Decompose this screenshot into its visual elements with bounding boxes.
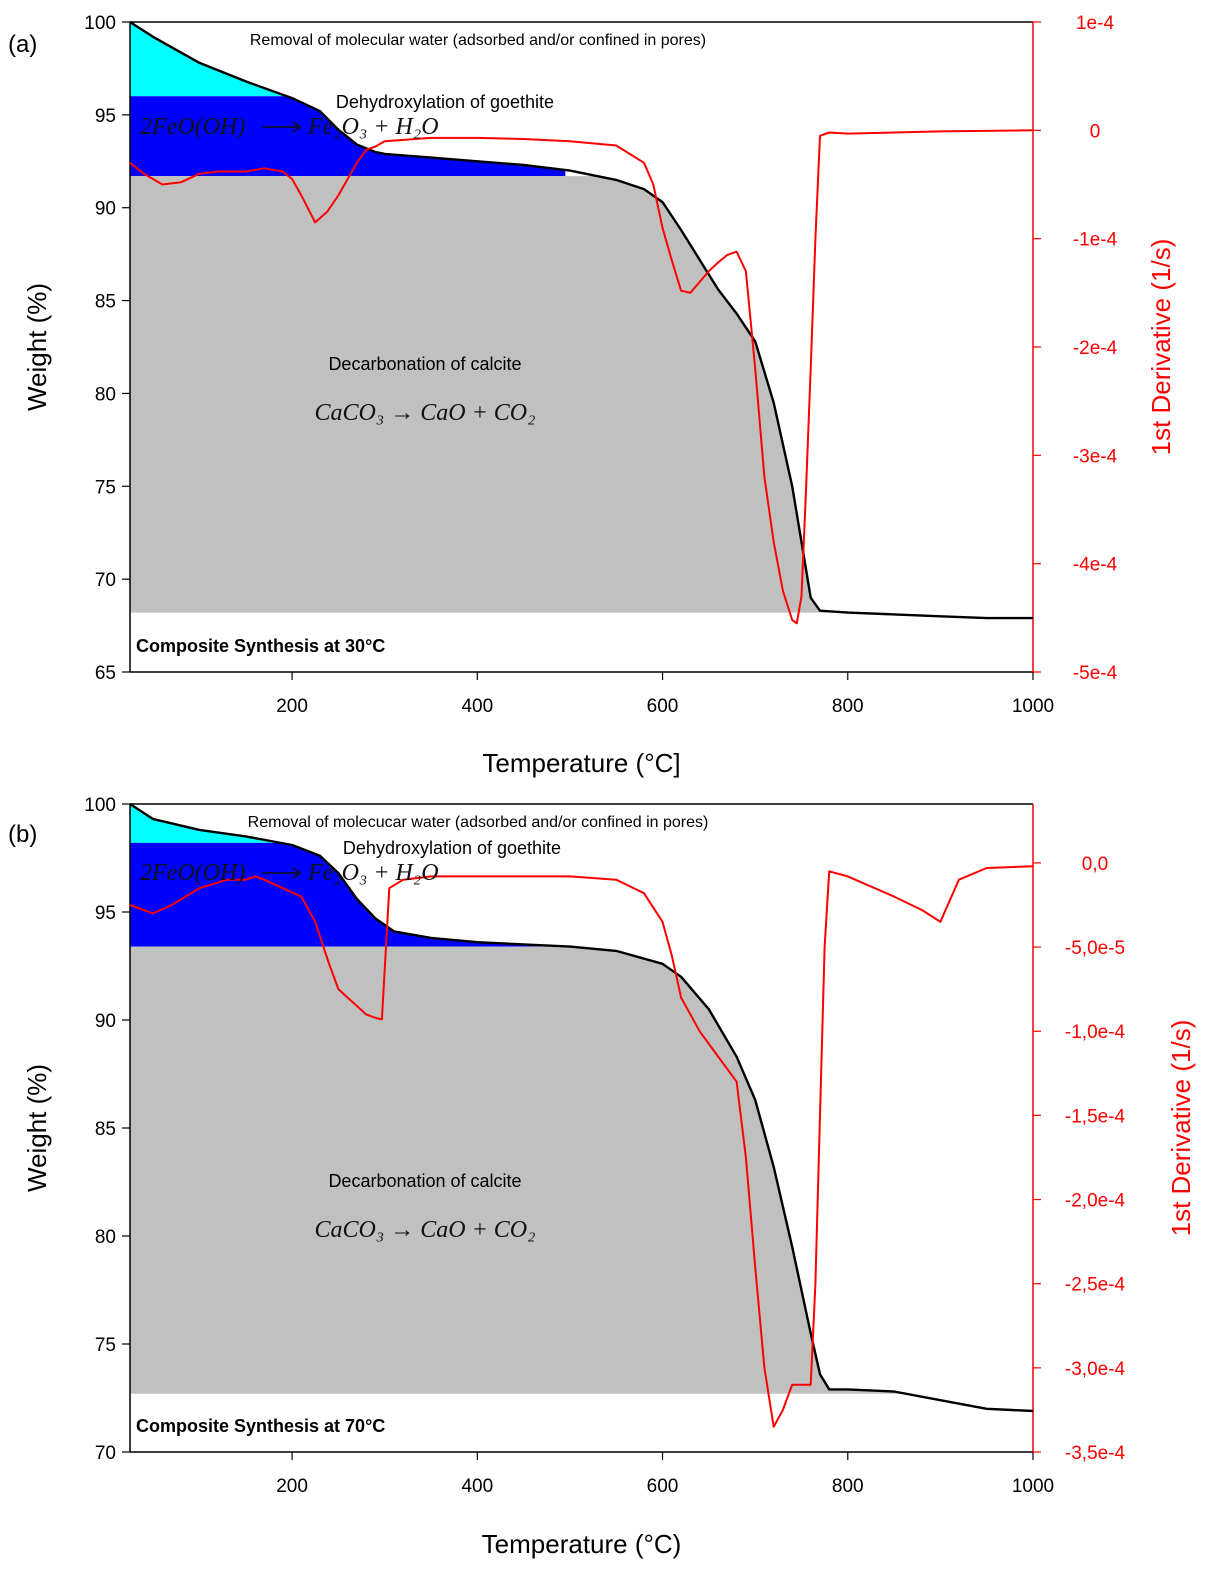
y2-tick-label: -2e-4	[1073, 338, 1118, 359]
y2-tick-label: -1,5e-4	[1065, 1106, 1126, 1127]
y-tick-label: 70	[95, 570, 116, 591]
equation-calcite: CaCO₃ → CaO + CO₂	[315, 400, 536, 426]
y-tick-label: 75	[95, 1335, 116, 1356]
y-tick-label: 80	[95, 1227, 116, 1248]
chart-panel-a: 200 400 600 800 1000 65 70 75 80 85 90 95 100 -5e-4 -4…	[8, 13, 1176, 778]
annotation-goethite: Dehydroxylation of goethite	[343, 838, 561, 858]
y2-axis-label: 1st Derivative (1/s)	[1166, 1020, 1196, 1237]
region-dehydroxylation	[130, 842, 570, 947]
y-tick-label: 80	[95, 384, 116, 405]
x-tick-label: 800	[832, 696, 864, 717]
region-molecular-water	[130, 22, 287, 97]
x-tick-label: 800	[832, 1476, 864, 1497]
y2-tick-label: -5e-4	[1073, 663, 1118, 684]
y2-axis-label: 1st Derivative (1/s)	[1146, 239, 1176, 456]
y-tick-label: 90	[95, 1011, 116, 1032]
panel-label: (a)	[8, 31, 37, 58]
y-tick-label: 100	[84, 13, 116, 34]
annotation-calcite: Decarbonation of calcite	[328, 1171, 521, 1191]
x-tick-label: 1000	[1012, 1476, 1054, 1497]
equation-goethite-left: 2FeO(OH)	[140, 114, 245, 140]
y-tick-label: 65	[95, 663, 116, 684]
equation-arrow	[262, 867, 302, 879]
region-decarbonation	[130, 176, 848, 613]
x-tick-label: 200	[276, 696, 308, 717]
y2-tick-label: -5,0e-5	[1065, 938, 1125, 959]
y2-tick-label: -3,0e-4	[1065, 1359, 1126, 1380]
x-tick-label: 1000	[1012, 696, 1054, 717]
y2-tick-label: -3,5e-4	[1065, 1443, 1126, 1464]
y-tick-label: 85	[95, 1119, 116, 1140]
x-axis-label: Temperature (°C]	[482, 748, 680, 778]
y-tick-label: 85	[95, 292, 116, 313]
derivative-curve	[129, 129, 1034, 625]
region-dehydroxylation	[130, 96, 566, 177]
annotation-calcite: Decarbonation of calcite	[328, 354, 521, 374]
x-axis-label: Temperature (°C)	[482, 1529, 682, 1559]
y-tick-label: 90	[95, 199, 116, 220]
y2-tick-label: 0,0	[1082, 854, 1108, 875]
annotation-water: Removal of molecucar water (adsorbed and…	[248, 814, 709, 831]
y2-tick-label: -3e-4	[1073, 446, 1118, 467]
y-axis-label: Weight (%)	[22, 1064, 52, 1192]
y-tick-label: 95	[95, 106, 116, 127]
y2-tick-label: 0	[1090, 121, 1101, 142]
region-decarbonation	[130, 946, 906, 1394]
panel-label: (b)	[8, 821, 37, 848]
y2-tick-label: -4e-4	[1073, 555, 1118, 576]
y2-tick-label: -1,0e-4	[1065, 1022, 1126, 1043]
region-molecular-water	[130, 804, 281, 843]
annotation-goethite: Dehydroxylation of goethite	[336, 92, 554, 112]
chart-panel-b: 200 400 600 800 1000 70 75 80 85 90 95 100 -3,5e-4 -3…	[8, 795, 1196, 1559]
x-tick-label: 600	[647, 696, 679, 717]
equation-goethite-right: Fe₂O₃ + H₂O	[307, 860, 439, 886]
equation-calcite: CaCO₃ → CaO + CO₂	[315, 1217, 536, 1243]
y2-tick-label: 1e-4	[1076, 13, 1114, 34]
annotation-water: Removal of molecular water (adsorbed and…	[250, 32, 706, 49]
y-tick-label: 100	[84, 795, 116, 816]
synthesis-label: Composite Synthesis at 30°C	[136, 636, 385, 656]
y2-tick-label: -2,0e-4	[1065, 1191, 1126, 1212]
x-tick-label: 400	[461, 696, 493, 717]
x-tick-label: 200	[276, 1476, 308, 1497]
weight-curve	[129, 802, 1034, 1413]
y2-tick-label: -2,5e-4	[1065, 1275, 1126, 1296]
x-tick-label: 600	[647, 1476, 679, 1497]
weight-curve	[129, 20, 1033, 620]
y-tick-label: 95	[95, 903, 116, 924]
derivative-curve	[129, 865, 1034, 1428]
y-axis-label: Weight (%)	[22, 283, 52, 411]
y-tick-label: 70	[95, 1443, 116, 1464]
y2-tick-label: -1e-4	[1073, 230, 1118, 251]
equation-goethite-right: Fe₂O₃ + H₂O	[307, 114, 439, 140]
y-tick-label: 75	[95, 477, 116, 498]
synthesis-label: Composite Synthesis at 70°C	[136, 1416, 385, 1436]
x-tick-label: 400	[461, 1476, 493, 1497]
equation-goethite-left: 2FeO(OH)	[140, 860, 245, 886]
equation-arrow	[262, 121, 302, 133]
